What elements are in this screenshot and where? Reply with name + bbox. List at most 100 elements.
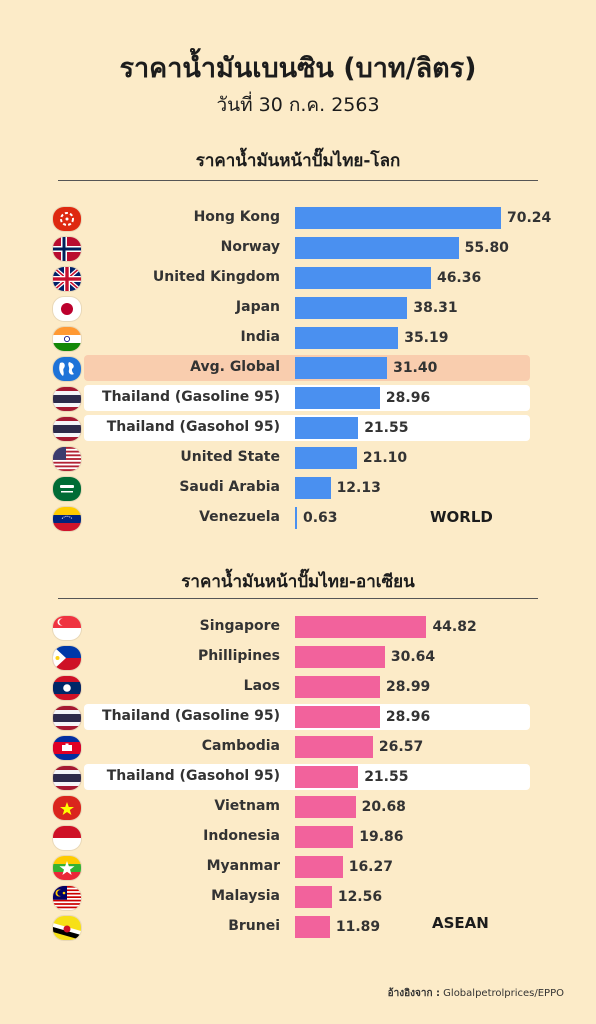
bar	[295, 207, 501, 229]
source-text: Globalpetrolprices/EPPO	[439, 988, 564, 999]
chart-row: Myanmar 16.27	[0, 852, 596, 882]
chart-row: Singapore 44.82	[0, 612, 596, 642]
value-label: 0.63	[303, 510, 338, 526]
thailand-flag-icon	[52, 416, 82, 442]
page-title: ราคาน้ำมันเบนซิน (บาท/ลิตร)	[119, 53, 477, 84]
india-flag-icon	[52, 326, 82, 352]
bar	[295, 327, 399, 349]
bar	[295, 357, 388, 379]
vietnam-flag-icon	[52, 795, 82, 821]
chart-row: United State 21.10	[0, 443, 596, 473]
value-label: 44.82	[432, 619, 477, 635]
category-label: Brunei	[228, 918, 280, 934]
category-label: Saudi Arabia	[179, 479, 280, 495]
category-label: Vietnam	[214, 798, 280, 814]
chart-row: Indonesia 19.86	[0, 822, 596, 852]
globe-flag-icon	[52, 356, 82, 382]
category-label: Indonesia	[203, 828, 280, 844]
bar	[295, 916, 330, 938]
chart-row: Laos 28.99	[0, 672, 596, 702]
category-label: Laos	[243, 678, 280, 694]
category-label: India	[240, 329, 280, 345]
value-label: 30.64	[390, 649, 436, 665]
thailand-flag-icon	[52, 765, 82, 791]
myanmar-flag-icon	[52, 855, 82, 881]
category-label: Japan	[235, 299, 280, 315]
world-divider	[58, 180, 538, 181]
bar	[295, 766, 359, 788]
bar	[295, 826, 354, 848]
category-label: Malaysia	[211, 888, 280, 904]
value-label: 12.56	[337, 889, 383, 905]
asean-chart: Singapore 44.82 Phillipines 30.64 Laos 28.99 T…	[0, 612, 596, 942]
category-label: Avg. Global	[190, 359, 280, 375]
value-label: 26.57	[378, 739, 424, 755]
philippines-flag-icon	[52, 645, 82, 671]
category-label: Myanmar	[206, 858, 280, 874]
world-chart: Hong Kong 70.24 Norway 55.80 United Kingdom 4…	[0, 203, 596, 533]
value-label: 21.55	[364, 420, 409, 436]
bar	[295, 676, 381, 698]
asean-tag: ASEAN	[432, 914, 489, 932]
value-label: 16.27	[348, 859, 393, 875]
thailand-flag-icon	[52, 386, 82, 412]
value-label: 28.99	[386, 679, 431, 695]
bar	[295, 616, 427, 638]
chart-row: Venezuela 0.63	[0, 503, 596, 533]
chart-row: Japan 38.31	[0, 293, 596, 323]
value-label: 55.80	[464, 240, 509, 256]
chart-row: Norway 55.80	[0, 233, 596, 263]
value-label: 28.96	[385, 390, 431, 406]
chart-row: Phillipines 30.64	[0, 642, 596, 672]
cambodia-flag-icon	[52, 735, 82, 761]
value-label: 11.89	[335, 919, 381, 935]
singapore-flag-icon	[52, 615, 82, 641]
bar	[295, 646, 385, 668]
chart-row: Avg. Global 31.40	[0, 353, 596, 383]
bar	[295, 237, 459, 259]
value-label: 28.96	[385, 709, 431, 725]
bar	[295, 387, 380, 409]
category-label: United Kingdom	[152, 269, 280, 285]
chart-row: Malaysia 12.56	[0, 882, 596, 912]
category-label: Phillipines	[197, 648, 280, 664]
japan-flag-icon	[52, 296, 82, 322]
value-label: 12.13	[336, 480, 381, 496]
bar	[295, 267, 431, 289]
value-label: 31.40	[393, 360, 438, 376]
value-label: 19.86	[359, 829, 404, 845]
value-label: 20.68	[361, 799, 406, 815]
bar	[295, 796, 356, 818]
venezuela-flag-icon	[52, 506, 82, 532]
chart-row: Thailand (Gasohol 95) 21.55	[0, 413, 596, 443]
chart-row: Hong Kong 70.24	[0, 203, 596, 233]
bar	[295, 856, 343, 878]
value-label: 70.24	[507, 210, 552, 226]
bar	[295, 736, 373, 758]
asean-section-title: ราคาน้ำมันหน้าปั๊มไทย-อาเซียน	[181, 572, 415, 592]
world-tag: WORLD	[430, 508, 493, 526]
category-label: Norway	[220, 239, 280, 255]
category-label: Thailand (Gasohol 95)	[106, 419, 280, 435]
chart-row: Thailand (Gasoline 95) 28.96	[0, 702, 596, 732]
chart-row: Saudi Arabia 12.13	[0, 473, 596, 503]
value-label: 35.19	[404, 330, 449, 346]
source-note: อ้างอิงจาก : Globalpetrolprices/EPPO	[388, 986, 564, 1001]
bar	[295, 477, 331, 499]
value-label: 46.36	[436, 270, 482, 286]
value-label: 38.31	[413, 300, 458, 316]
bar	[295, 447, 357, 469]
chart-row: Cambodia 26.57	[0, 732, 596, 762]
category-label: Hong Kong	[193, 209, 280, 225]
indonesia-flag-icon	[52, 825, 82, 851]
saudi-flag-icon	[52, 476, 82, 502]
value-label: 21.55	[364, 769, 409, 785]
brunei-flag-icon	[52, 915, 82, 941]
chart-row: United Kingdom 46.36	[0, 263, 596, 293]
bar	[295, 507, 297, 529]
chart-row: India 35.19	[0, 323, 596, 353]
bar	[295, 417, 359, 439]
bar	[295, 297, 408, 319]
hongkong-flag-icon	[52, 206, 82, 232]
laos-flag-icon	[52, 675, 82, 701]
